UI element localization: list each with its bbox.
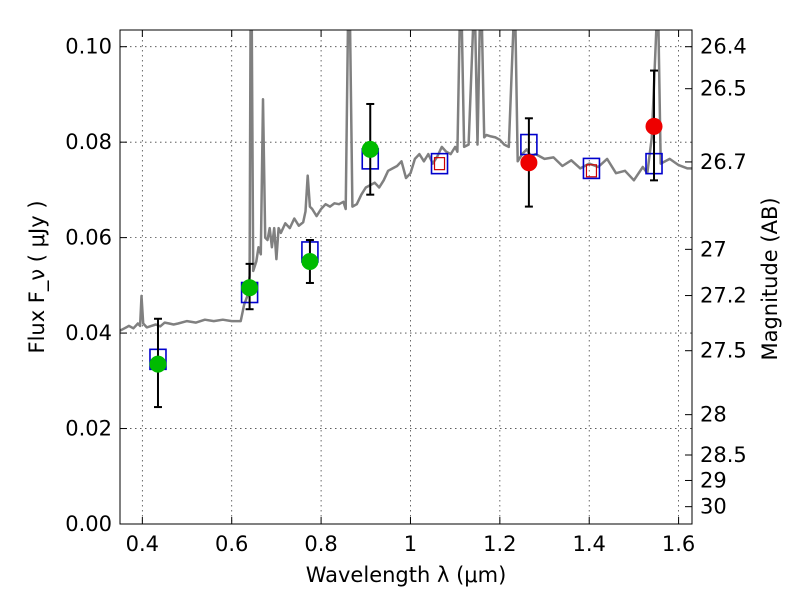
y2-axis: 26.4 26.5 26.7 27 27.2 27.5 28 28.529 30 [685,35,747,519]
y2-tick-label: 28 [700,403,727,427]
y2-tick-label: 27 [700,237,727,261]
y-tick-label: 0.02 [65,417,112,441]
y2-tick-label: 27.5 [700,339,747,363]
x-axis-title: Wavelength λ (μm) [306,563,507,587]
photometry-point [520,154,538,172]
photometry-point [149,355,167,373]
x-tick-label: 1.4 [573,532,606,556]
y2-tick-label: 30 [700,495,727,519]
x-tick-label: 1 [404,532,417,556]
x-tick-label: 0.8 [304,532,337,556]
y-tick-label: 0.04 [65,321,112,345]
plot-frame [119,29,693,525]
y2-tick-label: 26.5 [700,77,747,101]
plot-area [120,30,692,409]
model-square-marker [582,157,601,180]
x-tick-label: 0.6 [215,532,248,556]
x-tick-label: 1.6 [662,532,695,556]
photometry-point [645,117,663,135]
grid [120,30,692,525]
red-square-marker [585,164,598,178]
y-tick-label: 0.06 [65,226,112,250]
x-axis: 0.4 0.6 0.8 1 1.2 1.4 1.6 [126,30,695,556]
y2-tick-label: 27.2 [700,284,747,308]
y2-axis-title: Magnitude (AB) [758,197,782,360]
red-square-marker [433,157,446,171]
y2-tick-label: 26.4 [700,35,747,59]
y2-tick-label: 29 [700,468,727,492]
y-axis-title: Flux F_ν ( μJy ) [25,200,50,353]
model-square-marker [430,152,449,175]
x-tick-label: 0.4 [126,532,159,556]
photometry-point [361,140,379,158]
y-axis: 0.00 0.02 0.04 0.06 0.08 0.10 [65,35,127,536]
photometry-point [241,279,259,297]
y-tick-label: 0.08 [65,130,112,154]
photometry-point [301,252,319,270]
y2-tick-label: 28.5 [700,443,747,467]
x-tick-label: 1.2 [483,532,516,556]
y2-tick-label: 26.7 [700,150,747,174]
y-tick-label: 0.10 [65,35,112,59]
spectrum-line [120,30,692,332]
y-tick-label: 0.00 [65,512,112,536]
